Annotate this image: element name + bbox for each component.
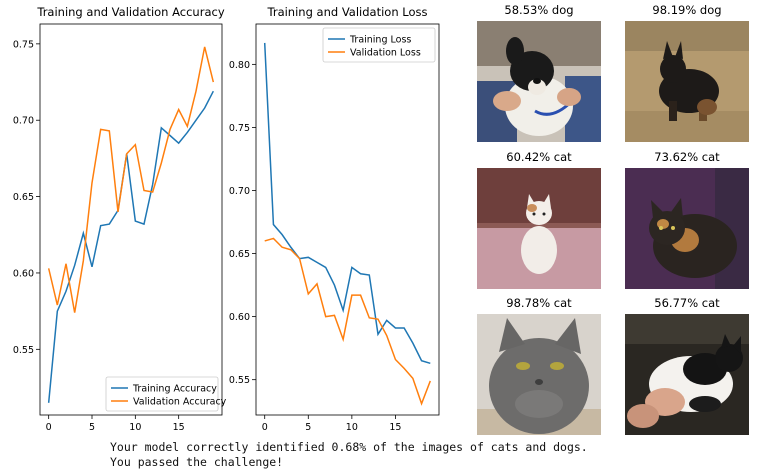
dog-photo-icon bbox=[477, 21, 601, 142]
legend-label: Training Loss bbox=[349, 35, 411, 46]
legend-box bbox=[105, 376, 219, 412]
y-tick-label: 0.70 bbox=[229, 186, 250, 197]
x-tick-label: 15 bbox=[389, 422, 401, 433]
prediction-label: 98.19% dog bbox=[652, 3, 722, 17]
prediction-label: 58.53% dog bbox=[504, 3, 574, 17]
x-tick-label: 15 bbox=[173, 422, 185, 433]
series-line-training-loss bbox=[263, 42, 431, 365]
y-tick-label: 0.80 bbox=[229, 60, 250, 71]
cat-photo-icon bbox=[477, 168, 601, 289]
legend-label: Training Accuracy bbox=[132, 384, 217, 395]
chart-title: Training and Validation Accuracy bbox=[36, 5, 224, 19]
y-tick-label: 0.60 bbox=[13, 268, 34, 279]
y-tick-label: 0.60 bbox=[229, 312, 250, 323]
y-tick-label: 0.55 bbox=[13, 345, 34, 356]
legend-label: Validation Accuracy bbox=[133, 397, 227, 408]
series-line-validation-loss bbox=[264, 237, 431, 406]
chart-title: Training and Validation Loss bbox=[267, 5, 428, 19]
cat-photo-icon bbox=[625, 314, 749, 435]
y-tick-label: 0.75 bbox=[13, 39, 34, 50]
console-line-status: You passed the challenge! bbox=[110, 455, 284, 469]
plot-frame bbox=[39, 23, 223, 416]
y-tick-label: 0.75 bbox=[229, 123, 250, 134]
x-tick-label: 0 bbox=[262, 422, 268, 433]
dog-photo-icon bbox=[625, 21, 749, 142]
cat-photo-icon bbox=[625, 168, 749, 289]
series-line-validation-accuracy bbox=[47, 46, 215, 313]
accuracy-chart: Training and Validation Accuracy 0 5 10 15 0.… bbox=[13, 5, 227, 433]
x-tick-label: 5 bbox=[305, 422, 311, 433]
prediction-label: 56.77% cat bbox=[654, 296, 720, 310]
y-tick-label: 0.55 bbox=[229, 375, 250, 386]
prediction-label: 73.62% cat bbox=[654, 150, 720, 164]
cat-photo-icon bbox=[477, 314, 601, 435]
prediction-label: 60.42% cat bbox=[506, 150, 572, 164]
plot-frame bbox=[255, 23, 440, 416]
legend-box bbox=[322, 27, 436, 63]
prediction-label: 98.78% cat bbox=[506, 296, 572, 310]
console-line-result: Your model correctly identified 0.68% of… bbox=[110, 440, 588, 454]
loss-chart: Training and Validation Loss 0 5 10 15 0.55 0.… bbox=[229, 5, 440, 433]
x-tick-label: 5 bbox=[89, 422, 95, 433]
y-tick-label: 0.70 bbox=[13, 116, 34, 127]
x-tick-label: 10 bbox=[129, 422, 141, 433]
x-tick-label: 10 bbox=[346, 422, 358, 433]
y-tick-label: 0.65 bbox=[13, 192, 34, 203]
console-output: Your model correctly identified 0.68% of… bbox=[110, 440, 588, 470]
x-tick-label: 0 bbox=[46, 422, 52, 433]
y-tick-label: 0.65 bbox=[229, 249, 250, 260]
legend-label: Validation Loss bbox=[350, 48, 421, 59]
series-line-training-accuracy bbox=[47, 90, 214, 403]
